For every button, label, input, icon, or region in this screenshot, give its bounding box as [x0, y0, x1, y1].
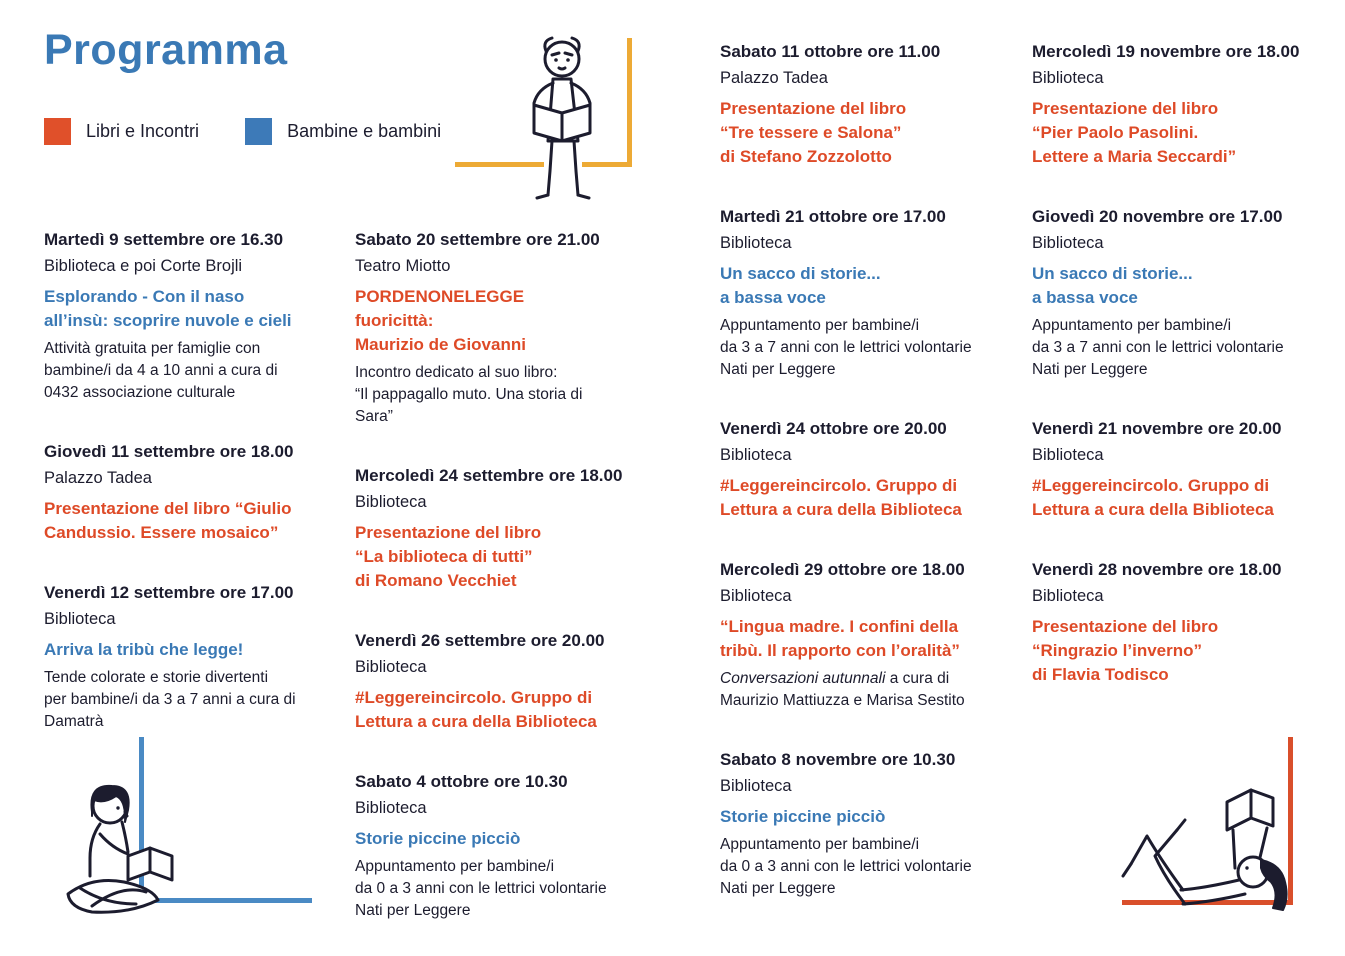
event: Venerdì 28 novembre ore 18.00 Biblioteca…: [1032, 556, 1334, 687]
event-date: Mercoledì 29 ottobre ore 18.00: [720, 560, 965, 579]
event-venue: Biblioteca: [720, 446, 792, 464]
event-title: Presentazione del libro “Tre tessere e S…: [720, 99, 907, 166]
event: Sabato 4 ottobre ore 10.30 Biblioteca St…: [355, 768, 657, 922]
event-venue: Biblioteca: [355, 799, 427, 817]
event-description: Appuntamento per bambine/i da 0 a 3 anni…: [720, 836, 972, 897]
event-title: PORDENONELEGGE fuoricittà: Maurizio de G…: [355, 287, 526, 354]
event-venue: Teatro Miotto: [355, 257, 451, 275]
sitting-reader-icon: [66, 784, 174, 914]
event-description: Tende colorate e storie divertenti per b…: [44, 669, 296, 730]
event-date: Martedì 21 ottobre ore 17.00: [720, 207, 946, 226]
event-title: Un sacco di storie... a bassa voce: [720, 264, 881, 307]
bottom-left-corner-vertical-line: [139, 737, 144, 903]
event-title: Presentazione del libro “La biblioteca d…: [355, 523, 542, 590]
event: Sabato 8 novembre ore 10.30 Biblioteca S…: [720, 746, 1022, 900]
events-column-1: Martedì 9 settembre ore 16.30 Biblioteca…: [44, 226, 346, 767]
event-title: Un sacco di storie... a bassa voce: [1032, 264, 1193, 307]
event-date: Venerdì 28 novembre ore 18.00: [1032, 560, 1282, 579]
legend-item-libri: Libri e Incontri: [44, 118, 199, 145]
events-column-3: Sabato 11 ottobre ore 11.00 Palazzo Tade…: [720, 38, 1022, 934]
event-description-rest: a cura di Maurizio Mattiuzza e Marisa Se…: [720, 670, 965, 709]
event: Mercoledì 24 settembre ore 18.00 Bibliot…: [355, 462, 657, 593]
legend-item-bambini: Bambine e bambini: [245, 118, 441, 145]
event-date: Sabato 20 settembre ore 21.00: [355, 230, 600, 249]
event-venue: Biblioteca: [44, 610, 116, 628]
legend-label: Bambine e bambini: [287, 121, 442, 141]
event-title: Esplorando - Con il naso all’insù: scopr…: [44, 287, 292, 330]
event-venue: Biblioteca: [355, 493, 427, 511]
legend-swatch-blue: [245, 118, 273, 145]
event-title: #Leggereincircolo. Gruppo di Lettura a c…: [1032, 476, 1274, 519]
event: Martedì 9 settembre ore 16.30 Biblioteca…: [44, 226, 346, 404]
lying-reader-icon: [1121, 788, 1288, 911]
event-description: Appuntamento per bambine/i da 3 a 7 anni…: [720, 317, 972, 378]
event-date: Venerdì 12 settembre ore 17.00: [44, 583, 294, 602]
standing-reader-icon: [532, 36, 592, 200]
event-date: Sabato 8 novembre ore 10.30: [720, 750, 956, 769]
event-description: Attività gratuita per famiglie con bambi…: [44, 340, 278, 401]
event-venue: Biblioteca: [720, 777, 792, 795]
event-title: Presentazione del libro “Giulio Candussi…: [44, 499, 292, 542]
event: Mercoledì 19 novembre ore 18.00 Bibliote…: [1032, 38, 1334, 169]
event-title: Storie piccine picciò: [720, 807, 886, 826]
event-date: Mercoledì 24 settembre ore 18.00: [355, 466, 623, 485]
event-title: Storie piccine picciò: [355, 829, 521, 848]
event-date: Venerdì 21 novembre ore 20.00: [1032, 419, 1282, 438]
event-description: Incontro dedicato al suo libro: “Il papp…: [355, 364, 583, 425]
event-date: Giovedì 20 novembre ore 17.00: [1032, 207, 1283, 226]
event-date: Giovedì 11 settembre ore 18.00: [44, 442, 294, 461]
event-venue: Palazzo Tadea: [44, 469, 152, 487]
event: Sabato 11 ottobre ore 11.00 Palazzo Tade…: [720, 38, 1022, 169]
event-venue: Palazzo Tadea: [720, 69, 828, 87]
event-title: #Leggereincircolo. Gruppo di Lettura a c…: [720, 476, 962, 519]
event-venue: Biblioteca: [720, 587, 792, 605]
event-title: Arriva la tribù che legge!: [44, 640, 244, 659]
event-description-italic: Conversazioni autunnali: [720, 670, 886, 687]
event: Sabato 20 settembre ore 21.00 Teatro Mio…: [355, 226, 657, 428]
event: Venerdì 21 novembre ore 20.00 Biblioteca…: [1032, 415, 1334, 522]
event-venue: Biblioteca e poi Corte Brojli: [44, 257, 243, 275]
event-description: Appuntamento per bambine/i da 3 a 7 anni…: [1032, 317, 1284, 378]
event-venue: Biblioteca: [1032, 587, 1104, 605]
event-date: Sabato 11 ottobre ore 11.00: [720, 42, 941, 61]
event-title: Presentazione del libro “Pier Paolo Paso…: [1032, 99, 1237, 166]
events-column-4: Mercoledì 19 novembre ore 18.00 Bibliote…: [1032, 38, 1334, 721]
legend: Libri e Incontri Bambine e bambini: [44, 118, 441, 145]
event-date: Sabato 4 ottobre ore 10.30: [355, 772, 568, 791]
event-description: Appuntamento per bambine/i da 0 a 3 anni…: [355, 858, 607, 919]
event-date: Venerdì 26 settembre ore 20.00: [355, 631, 605, 650]
page-title: Programma: [44, 26, 288, 74]
event: Venerdì 26 settembre ore 20.00 Bibliotec…: [355, 627, 657, 734]
events-column-2: Sabato 20 settembre ore 21.00 Teatro Mio…: [355, 226, 657, 956]
event-venue: Biblioteca: [355, 658, 427, 676]
event-date: Venerdì 24 ottobre ore 20.00: [720, 419, 947, 438]
event-date: Martedì 9 settembre ore 16.30: [44, 230, 284, 249]
event-venue: Biblioteca: [1032, 69, 1104, 87]
event-title: Presentazione del libro “Ringrazio l’inv…: [1032, 617, 1219, 684]
event-venue: Biblioteca: [1032, 446, 1104, 464]
top-corner-vertical-line: [627, 38, 632, 166]
event-date: Mercoledì 19 novembre ore 18.00: [1032, 42, 1300, 61]
event: Mercoledì 29 ottobre ore 18.00 Bibliotec…: [720, 556, 1022, 712]
legend-swatch-orange: [44, 118, 71, 145]
event: Venerdì 24 ottobre ore 20.00 Biblioteca …: [720, 415, 1022, 522]
event-title: #Leggereincircolo. Gruppo di Lettura a c…: [355, 688, 597, 731]
event: Giovedì 20 novembre ore 17.00 Biblioteca…: [1032, 203, 1334, 381]
event-venue: Biblioteca: [720, 234, 792, 252]
bottom-right-corner-vertical-line: [1288, 737, 1293, 905]
event-venue: Biblioteca: [1032, 234, 1104, 252]
bottom-left-corner-horizontal-line: [146, 898, 312, 903]
event-description: Conversazioni autunnali a cura di Mauriz…: [720, 668, 1022, 712]
legend-label: Libri e Incontri: [86, 121, 200, 141]
top-corner-horizontal-line: [455, 162, 632, 167]
event: Venerdì 12 settembre ore 17.00 Bibliotec…: [44, 579, 346, 733]
event: Giovedì 11 settembre ore 18.00 Palazzo T…: [44, 438, 346, 545]
event: Martedì 21 ottobre ore 17.00 Biblioteca …: [720, 203, 1022, 381]
event-title: “Lingua madre. I confini della tribù. Il…: [720, 617, 960, 660]
